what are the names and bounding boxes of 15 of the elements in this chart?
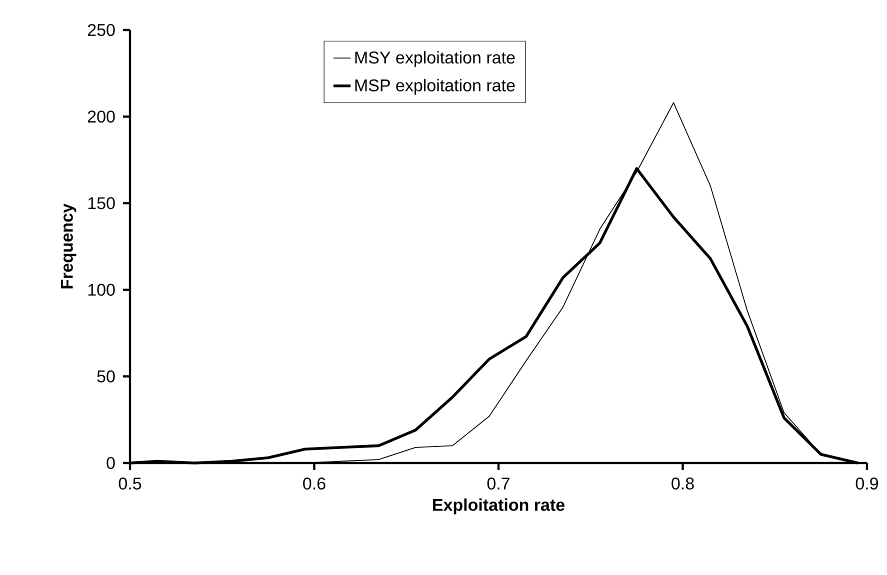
legend-label: MSY exploitation rate bbox=[355, 51, 515, 67]
x-tick-label: 0.9 bbox=[856, 478, 878, 490]
x-tick-label: 0.8 bbox=[672, 478, 694, 490]
x-axis-title: Exploitation rate bbox=[433, 498, 565, 514]
y-tick-label: 150 bbox=[88, 197, 115, 210]
x-tick-label: 0.5 bbox=[118, 478, 142, 490]
x-tick-label: 0.6 bbox=[303, 478, 326, 490]
y-axis-title: Frequency bbox=[61, 204, 76, 288]
y-tick-label: 200 bbox=[88, 110, 115, 123]
y-tick-label: 250 bbox=[88, 24, 115, 36]
y-tick-label: 100 bbox=[88, 284, 115, 296]
y-tick-label: 0 bbox=[106, 456, 115, 470]
y-tick-label: 50 bbox=[97, 370, 115, 382]
x-tick-label: 0.7 bbox=[487, 478, 510, 490]
legend-label: MSP exploitation rate bbox=[355, 78, 515, 95]
